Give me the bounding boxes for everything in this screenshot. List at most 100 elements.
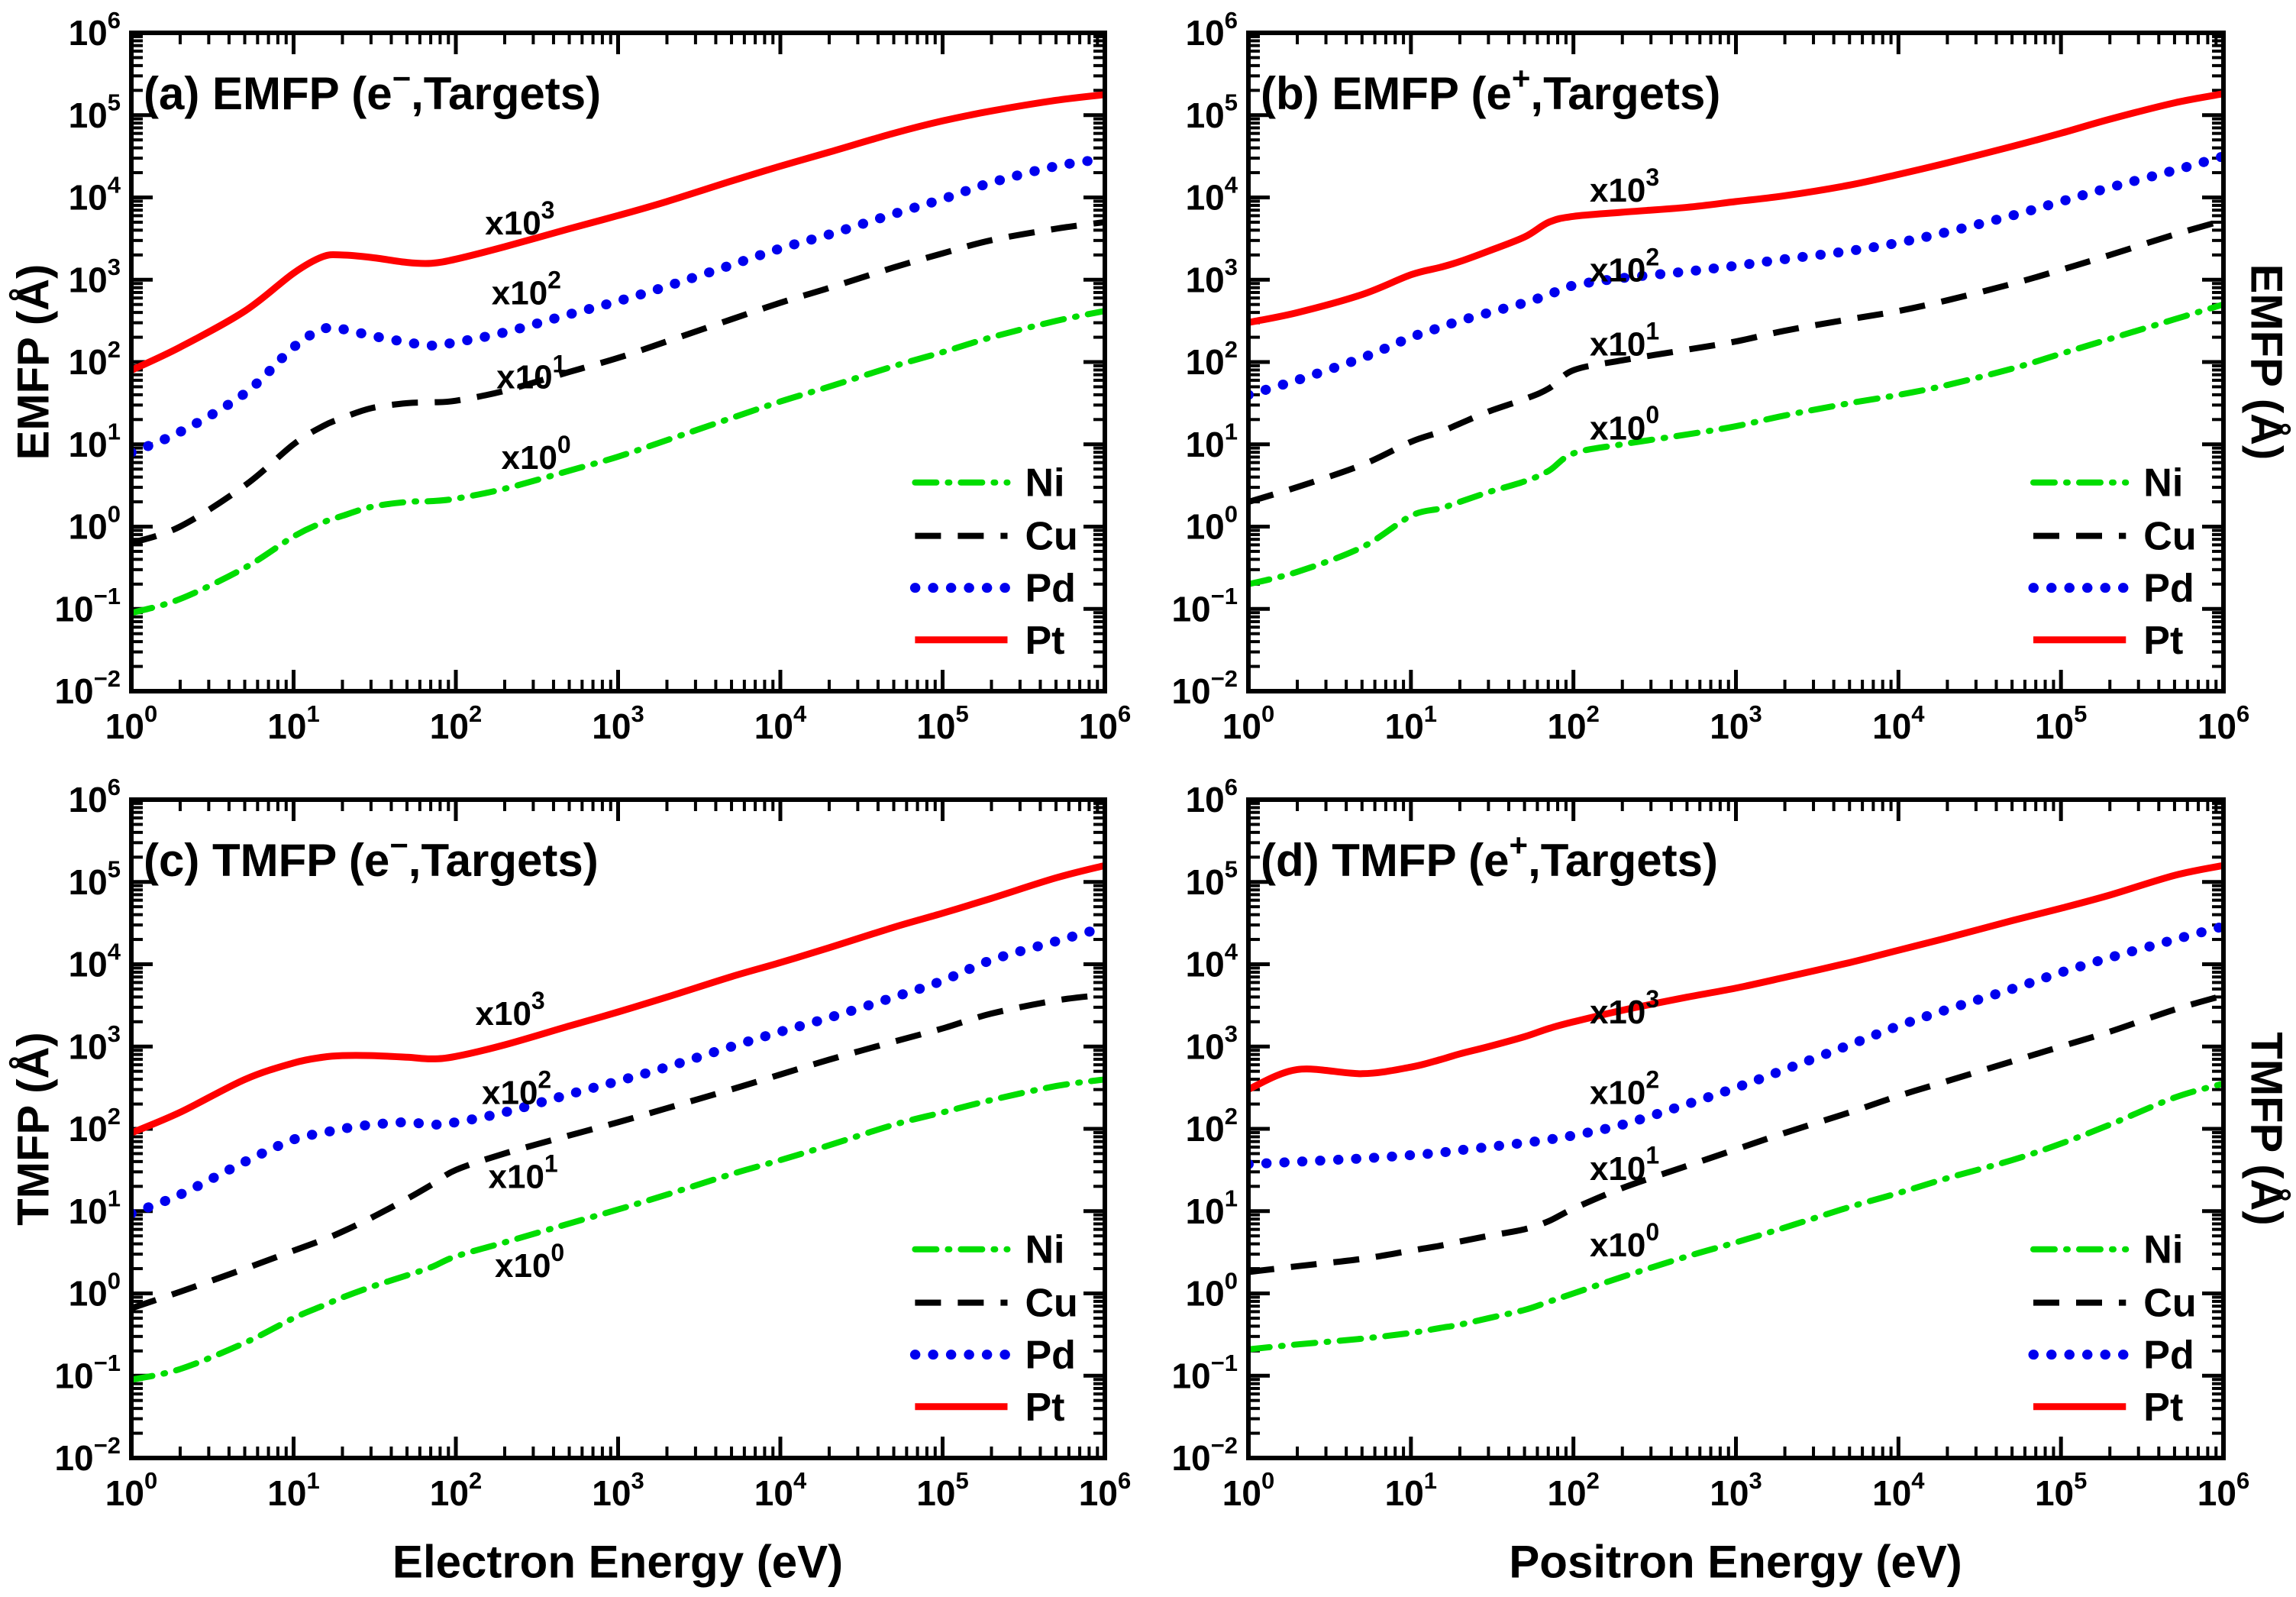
- curve-Pd-b: [1248, 151, 2223, 400]
- legend-label-Cu: Cu: [1025, 1282, 1077, 1326]
- curve-Ni-a: [131, 308, 1105, 616]
- legend-label-Ni: Ni: [1025, 461, 1064, 506]
- curve-Cu-c: [131, 991, 1105, 1311]
- multiplier-label-x10e0: x100: [1590, 401, 1659, 447]
- curve-Cu-a: [131, 218, 1105, 546]
- y-tick-label: 10−2: [1171, 1432, 1238, 1478]
- x-tick-label: 103: [1710, 700, 1762, 746]
- curves-b: [1248, 90, 2223, 587]
- y-tick-label: 106: [1186, 7, 1238, 53]
- curve-Pd-a: [131, 154, 1105, 458]
- legend-label-Pd: Pd: [1025, 567, 1075, 611]
- legend-label-Pt: Pt: [2143, 619, 2183, 663]
- x-tick-label: 105: [2035, 700, 2087, 746]
- plot-frame-a: [129, 31, 1107, 693]
- x-tick-label: 103: [592, 700, 644, 746]
- x-tick-label: 101: [267, 1467, 319, 1513]
- plot-frame-d: [1246, 797, 2226, 1460]
- y-tick-label: 10−2: [1171, 665, 1238, 711]
- y-tick-label: 10−1: [54, 1350, 121, 1395]
- multiplier-label-x10e1: x101: [1590, 317, 1659, 363]
- legend-a: Ni Cu Pd Pt: [909, 461, 1078, 663]
- x-tick-label: 100: [1222, 1467, 1274, 1513]
- y-tick-label: 10−2: [54, 665, 121, 711]
- legend-label-Pt: Pt: [1025, 619, 1064, 663]
- x-tick-label: 104: [754, 1467, 807, 1513]
- x-tick-label: 104: [1872, 1467, 1925, 1513]
- x-tick-label: 102: [1547, 1467, 1599, 1513]
- panel-title-d: (d) TMFP (e+,Targets): [1261, 827, 1718, 886]
- y-tick-label: 103: [1186, 1020, 1238, 1066]
- multiplier-label-x10e1: x101: [496, 350, 566, 396]
- multiplier-label-x10e1: x101: [1590, 1142, 1659, 1188]
- x-tick-label: 102: [430, 700, 482, 746]
- y-tick-label: 106: [69, 7, 121, 53]
- y-tick-label: 105: [1186, 856, 1238, 902]
- multiplier-label-x10e3: x103: [1590, 985, 1659, 1031]
- curve-Pt-c: [131, 862, 1105, 1136]
- curve-Pd-c: [131, 922, 1105, 1219]
- curve-Cu-d: [1248, 992, 2223, 1275]
- x-axis-title-positron-energy: Positron Energy (eV): [1509, 1536, 1962, 1588]
- y-tick-label: 106: [69, 774, 121, 820]
- y-tick-label: 105: [1186, 89, 1238, 135]
- curve-Ni-b: [1248, 301, 2223, 587]
- y-tick-label: 105: [69, 856, 121, 902]
- y-tick-label: 10−1: [54, 583, 121, 629]
- y-axis-title-tmfp-right: TMFP (Å): [2241, 1032, 2291, 1226]
- y-tick-label: 100: [1186, 1267, 1238, 1313]
- y-tick-label: 103: [69, 254, 121, 299]
- y-tick-label: 104: [1186, 938, 1238, 984]
- multiplier-label-x10e0: x100: [1590, 1218, 1659, 1264]
- x-tick-label: 106: [2198, 1467, 2249, 1513]
- multiplier-label-x10e2: x102: [482, 1066, 551, 1112]
- x-tick-label: 105: [916, 700, 968, 746]
- curves-c: [131, 862, 1105, 1383]
- y-tick-label: 10−1: [1171, 583, 1238, 629]
- x-tick-label: 101: [1385, 1467, 1437, 1513]
- y-axis-title-emfp-right: EMFP (Å): [2241, 263, 2291, 461]
- legend-label-Cu: Cu: [1025, 515, 1077, 559]
- multiplier-label-x10e2: x102: [1590, 243, 1659, 289]
- multiplier-label-x10e0: x100: [495, 1239, 564, 1285]
- y-tick-label: 105: [69, 89, 121, 135]
- y-tick-label: 106: [1186, 774, 1238, 820]
- multiplier-label-x10e3: x103: [476, 987, 545, 1033]
- legend-label-Pd: Pd: [2143, 1334, 2194, 1378]
- y-tick-label: 102: [1186, 336, 1238, 382]
- ticks-c: [129, 797, 1107, 1460]
- y-tick-label: 10−1: [1171, 1350, 1238, 1395]
- y-tick-label: 103: [69, 1020, 121, 1066]
- multiplier-label-x10e0: x100: [502, 431, 571, 477]
- multiplier-label-x10e3: x103: [485, 196, 554, 242]
- legend-d: Ni Cu Pd Pt: [2028, 1228, 2197, 1430]
- curve-Pt-b: [1248, 90, 2223, 326]
- curves-d: [1248, 862, 2223, 1353]
- x-tick-label: 100: [105, 700, 157, 746]
- y-tick-label: 104: [69, 938, 121, 984]
- legend-label-Ni: Ni: [2143, 461, 2183, 506]
- x-tick-label: 102: [1547, 700, 1599, 746]
- y-tick-label: 100: [69, 500, 121, 546]
- x-tick-label: 103: [1710, 1467, 1762, 1513]
- legend-label-Ni: Ni: [2143, 1228, 2183, 1272]
- x-tick-label: 106: [2198, 700, 2249, 746]
- curve-Cu-b: [1248, 217, 2223, 506]
- y-tick-label: 104: [1186, 171, 1238, 217]
- legend-label-Pd: Pd: [1025, 1334, 1075, 1378]
- x-tick-label: 100: [1222, 700, 1274, 746]
- x-tick-label: 105: [916, 1467, 968, 1513]
- y-tick-label: 104: [69, 171, 121, 217]
- legend-c: Ni Cu Pd Pt: [909, 1228, 1078, 1430]
- multiplier-label-x10e2: x102: [492, 266, 561, 312]
- panel-title-c: (c) TMFP (e−,Targets): [144, 827, 599, 886]
- panel-title-b: (b) EMFP (e+,Targets): [1261, 60, 1720, 119]
- plot-frame-c: [129, 797, 1107, 1460]
- y-tick-label: 10−2: [54, 1432, 121, 1478]
- y-tick-label: 103: [1186, 254, 1238, 299]
- ticks-d: [1246, 797, 2226, 1460]
